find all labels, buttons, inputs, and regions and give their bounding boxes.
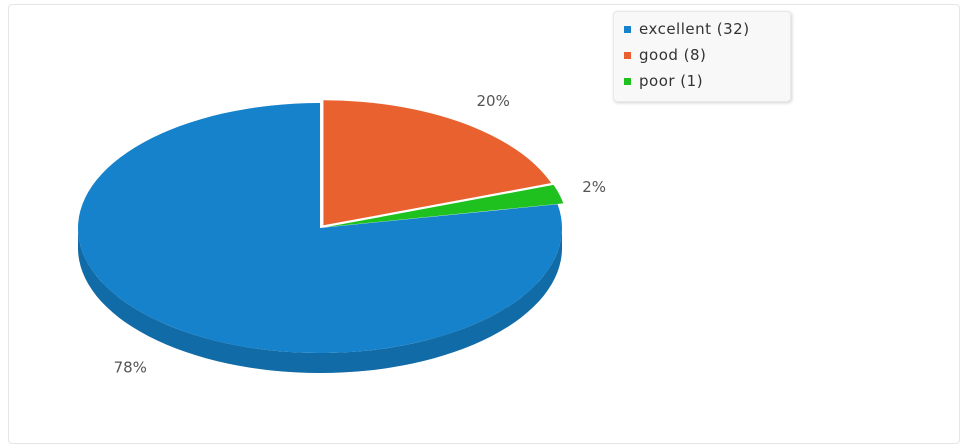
legend-label-excellent: excellent (32): [639, 20, 750, 38]
legend-label-poor: poor (1): [639, 72, 704, 90]
legend-item-poor[interactable]: poor (1): [614, 68, 790, 94]
legend-label-good: good (8): [639, 46, 707, 64]
pie-slice-good[interactable]: [323, 100, 552, 226]
pct-label-good: 20%: [476, 92, 509, 110]
legend-swatch-excellent: [624, 25, 631, 33]
legend-swatch-good: [624, 51, 631, 59]
pie-slice-excellent[interactable]: [78, 103, 563, 353]
pct-label-poor: 2%: [582, 178, 606, 196]
legend-swatch-poor: [624, 77, 631, 85]
legend-item-excellent[interactable]: excellent (32): [614, 16, 790, 42]
pie-slice-poor[interactable]: [325, 184, 564, 228]
pie-group: [78, 100, 564, 373]
legend-item-good[interactable]: good (8): [614, 42, 790, 68]
legend: excellent (32) good (8) poor (1): [613, 11, 791, 102]
pct-label-excellent: 78%: [114, 359, 147, 377]
pie-labels: 20% 2% 78%: [114, 92, 606, 376]
pie-side-excellent: [78, 228, 562, 373]
